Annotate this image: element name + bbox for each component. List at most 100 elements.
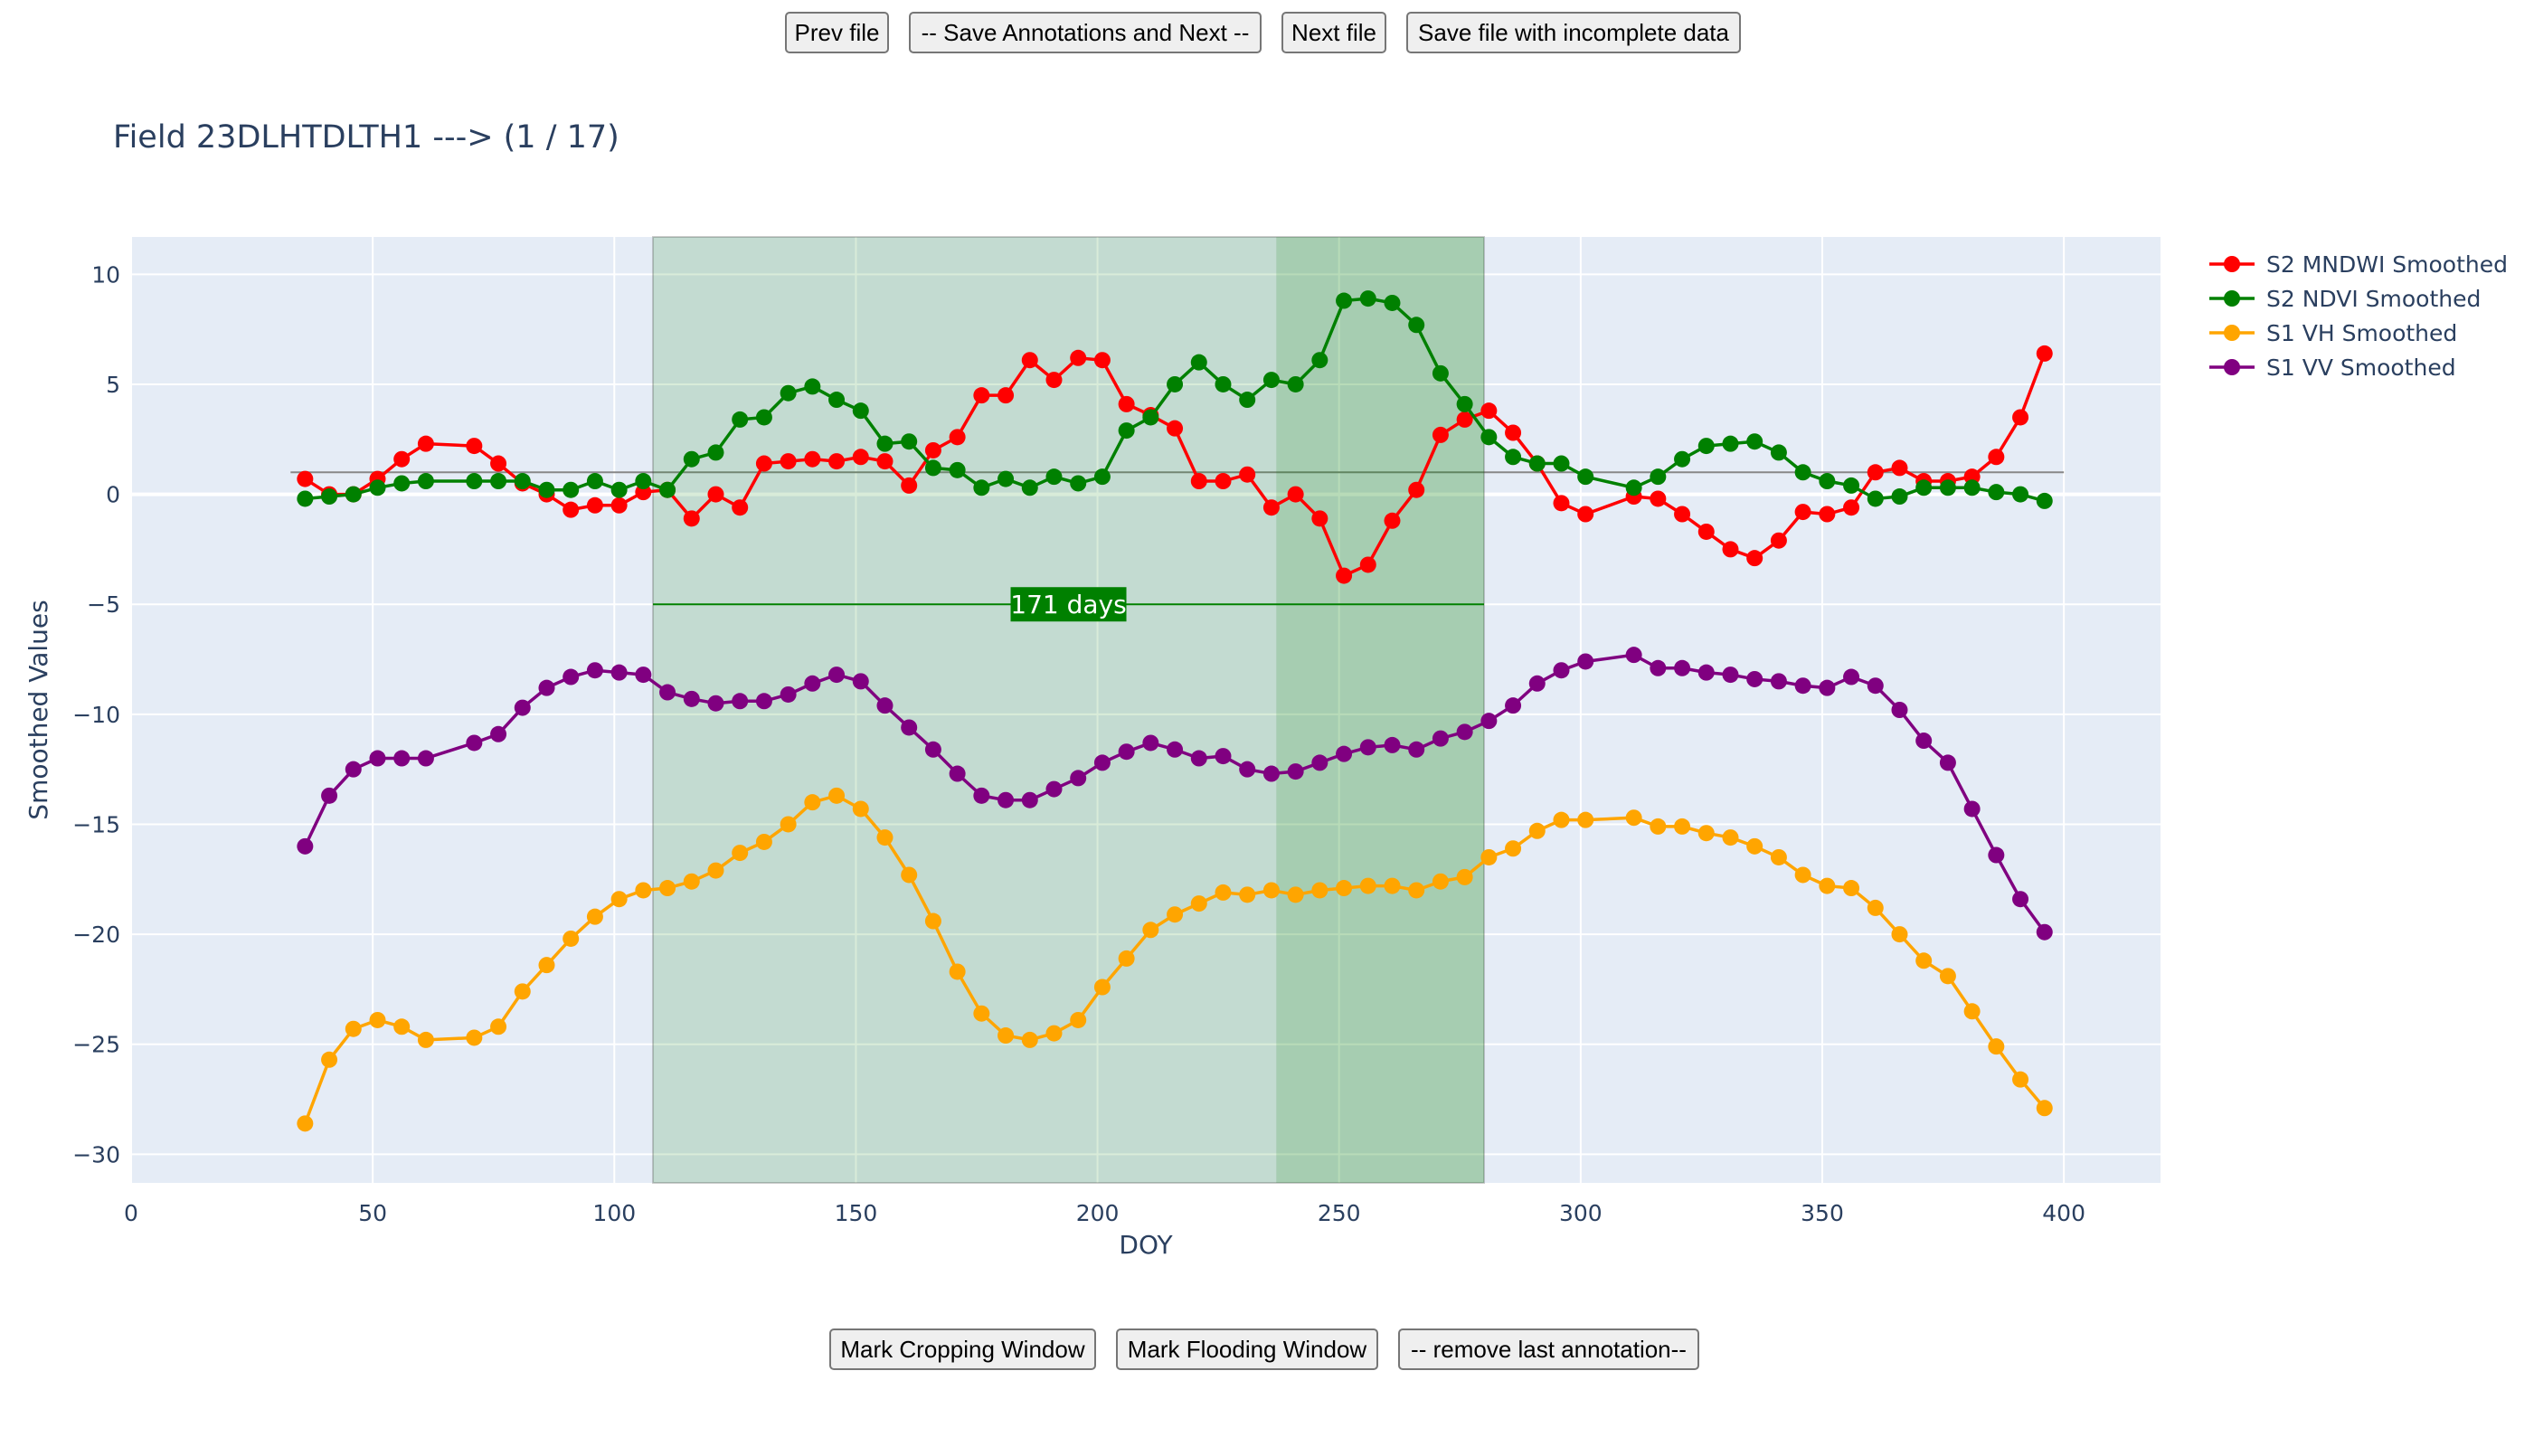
mark-flooding-window-button[interactable]: Mark Flooding Window [1116,1328,1378,1370]
data-point [1770,532,1787,549]
data-point [2036,492,2053,509]
data-point [1093,468,1111,486]
data-point [297,1115,314,1132]
data-point [1891,459,1908,477]
data-point [1963,800,1981,818]
data-point [998,1027,1015,1045]
data-point [1867,677,1884,695]
data-point [1794,464,1811,481]
data-point [973,787,990,804]
data-point [1625,479,1642,496]
legend-item: S1 VV Smoothed [2209,355,2456,381]
data-point [586,662,603,679]
data-point [1359,556,1376,573]
data-point [1939,968,1956,985]
save-incomplete-button[interactable]: Save file with incomplete data [1406,12,1741,53]
mark-cropping-window-button[interactable]: Mark Cropping Window [829,1328,1096,1370]
data-point [1553,811,1570,828]
data-point [297,490,314,507]
data-point [1722,435,1739,452]
data-point [1070,1011,1087,1028]
data-point [1142,409,1159,426]
x-tick-label: 350 [1801,1200,1844,1226]
data-point [1988,1038,2005,1055]
data-point [369,750,386,767]
data-point [1021,1031,1038,1048]
data-point [755,409,772,426]
data-point [1528,822,1546,839]
data-point [1190,473,1207,490]
data-point [949,429,966,446]
data-point [297,837,314,855]
data-point [466,734,483,752]
data-point [1770,848,1787,865]
x-tick-label: 0 [124,1200,138,1226]
data-point [1432,730,1449,747]
data-point [1891,488,1908,506]
data-point [1843,477,1860,494]
data-point [1843,499,1860,516]
data-point [1625,647,1642,664]
data-point [1167,906,1184,923]
data-point [780,816,797,833]
data-point [1408,741,1425,758]
data-point [1287,886,1304,903]
data-point [1625,809,1642,827]
save-annotations-next-button[interactable]: -- Save Annotations and Next -- [909,12,1262,53]
data-point [610,891,628,908]
legend-swatch-marker [2224,359,2240,375]
data-point [998,470,1015,487]
data-point [563,668,580,685]
data-point [1456,411,1473,428]
data-point [949,765,966,782]
data-point [1408,481,1425,498]
data-point [804,378,821,395]
data-point [490,455,507,472]
data-point [1239,392,1256,409]
data-point [1287,375,1304,392]
data-point [490,725,507,742]
data-point [635,473,652,490]
data-point [804,794,821,811]
data-point [852,402,869,420]
data-point [1239,761,1256,778]
remove-last-annotation-button[interactable]: -- remove last annotation-- [1398,1328,1699,1370]
data-point [901,477,918,494]
data-point [1118,395,1135,412]
data-point [1915,952,1933,969]
data-point [924,441,941,459]
data-point [1359,739,1376,756]
data-point [1456,868,1473,885]
data-point [876,453,894,470]
y-tick-label: −10 [72,702,120,728]
data-point [659,880,676,897]
prev-file-button[interactable]: Prev file [785,12,889,53]
data-point [1384,877,1401,894]
data-point [1746,670,1763,687]
x-tick-label: 200 [1076,1200,1120,1226]
data-point [1336,567,1353,584]
data-point [2012,486,2029,503]
data-point [321,1051,338,1068]
data-point [1070,475,1087,492]
data-point [1408,882,1425,899]
data-point [2012,409,2029,426]
legend-item: S1 VH Smoothed [2209,320,2457,346]
data-point [1167,375,1184,392]
legend-item: S2 MNDWI Smoothed [2209,251,2508,278]
data-point [1311,352,1328,369]
series-s2-mndwi-smoothed [297,345,2053,584]
data-point [1697,664,1715,681]
data-point [1336,745,1353,762]
data-point [1167,741,1184,758]
next-file-button[interactable]: Next file [1281,12,1386,53]
data-point [1963,479,1981,496]
data-point [1045,372,1063,389]
data-point [1262,882,1280,899]
legend-label: S1 VH Smoothed [2266,320,2457,346]
data-point [1093,754,1111,771]
data-point [1674,450,1691,468]
data-point [417,750,434,767]
data-point [1384,294,1401,311]
x-tick-label: 300 [1559,1200,1603,1226]
